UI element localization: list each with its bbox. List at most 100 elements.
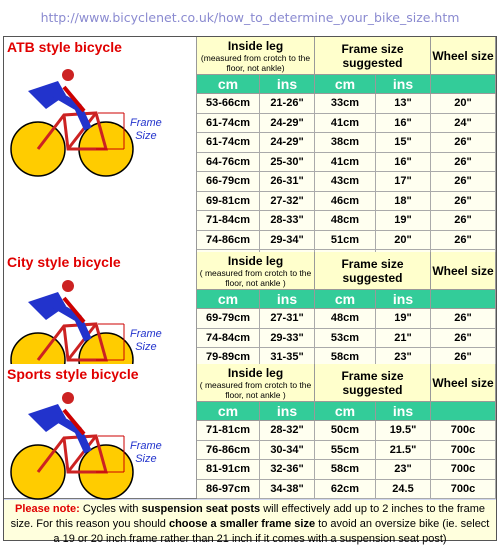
table-cell: 74-84cm [197,328,260,348]
table-cell: 28-32" [260,421,315,441]
table-cell: 53cm [315,328,376,348]
unit-header-cell: ins [260,75,315,94]
header-inside-leg-label: Inside leg [227,38,284,53]
table-cell: 34-38" [260,479,315,499]
bike-illustration-panel: ATB style bicycle Frame Size [4,37,197,269]
table-cell: 74-86cm [197,230,260,250]
frame-label-line2: Size [135,341,157,353]
table-cell: 50cm [315,421,376,441]
header-wheel-size: Wheel size [431,37,496,75]
table-cell: 46cm [315,191,376,211]
table-cell: 79-89cm [197,348,260,368]
table-cell: 16" [376,113,431,133]
page-url[interactable]: http://www.bicyclenet.co.uk/how_to_deter… [40,10,460,25]
table-cell: 61-74cm [197,133,260,153]
note-bold-2: choose a smaller frame size [168,518,316,530]
table-cell: 71-81cm [197,421,260,441]
table-cell: 24.5 [376,479,431,499]
section-title: Sports style bicycle [7,366,139,382]
table-cell: 58cm [315,460,376,480]
unit-header-cell: ins [260,402,315,421]
section-3: Sports style bicycle Frame Size Inside leg(… [4,364,496,500]
header-frame-size: Frame size suggested [315,37,431,75]
table-cell: 21-26" [260,94,315,114]
table-cell: 24" [431,113,496,133]
table-cell: 69-79cm [197,309,260,329]
unit-header-cell [431,402,496,421]
table-cell: 62cm [315,479,376,499]
table-cell: 71-84cm [197,211,260,231]
table-cell: 700c [431,460,496,480]
table-cell: 27-32" [260,191,315,211]
unit-header-cell [431,290,496,309]
unit-header-cell: cm [315,75,376,94]
header-inside-leg: Inside leg( measured from crotch to the … [197,252,315,290]
table-cell: 66-79cm [197,172,260,192]
table-cell: 86-97cm [197,479,260,499]
table-cell: 41cm [315,152,376,172]
table-cell: 26" [431,328,496,348]
table-cell: 53-66cm [197,94,260,114]
table-cell: 20" [431,94,496,114]
table-cell: 64-76cm [197,152,260,172]
table-cell: 27-31" [260,309,315,329]
table-cell: 23" [376,460,431,480]
header-frame-size-label: Frame size suggested [341,41,404,70]
frame-label-line2: Size [135,453,157,465]
table-cell: 28-33" [260,211,315,231]
header-inside-leg-note: ( measured from crotch to the floor, not… [199,379,312,400]
table-cell: 23" [376,348,431,368]
table-cell: 48cm [315,211,376,231]
table-cell: 55cm [315,440,376,460]
note-text-3: to avoid an oversize bike (ie. select a … [53,518,490,545]
table-cell: 700c [431,421,496,441]
table-cell: 61-74cm [197,113,260,133]
bicycle-rider-illustration [10,392,134,500]
table-cell: 25-30" [260,152,315,172]
table-cell: 20" [376,230,431,250]
table-cell: 24-29" [260,113,315,133]
table-cell: 26" [431,191,496,211]
table-cell: 24-29" [260,133,315,153]
header-frame-size: Frame size suggested [315,252,431,290]
bike-illustration-panel: City style bicycle Frame Size [4,252,197,388]
header-wheel-size-label: Wheel size [432,263,494,278]
table-cell: 30-34" [260,440,315,460]
unit-header-cell: cm [315,402,376,421]
table-cell: 48cm [315,309,376,329]
table-cell: 26" [431,230,496,250]
table-cell: 19.5" [376,421,431,441]
unit-header-cell: cm [197,402,260,421]
table-cell: 13" [376,94,431,114]
table-cell: 26-31" [260,172,315,192]
section-2: City style bicycle Frame Size Inside leg( m… [4,252,496,388]
section-title: City style bicycle [7,254,121,270]
unit-header-cell: cm [197,290,260,309]
section-title: ATB style bicycle [7,39,122,55]
note-text-2: will effectively add up to 2 inches to t… [10,503,485,530]
unit-header-cell: ins [376,290,431,309]
header-inside-leg: Inside leg( measured from crotch to the … [197,364,315,402]
frame-size-label: Frame Size [130,117,162,143]
table-cell: 19" [376,309,431,329]
table-cell: 700c [431,479,496,499]
frame-size-label: Frame Size [130,440,162,466]
unit-header-cell [431,75,496,94]
unit-header-cell: ins [376,75,431,94]
table-cell: 38cm [315,133,376,153]
table-cell: 19" [376,211,431,231]
unit-header-cell: ins [260,290,315,309]
table-cell: 700c [431,440,496,460]
table-cell: 26" [431,211,496,231]
frame-size-label: Frame Size [130,328,162,354]
table-cell: 26" [431,309,496,329]
header-inside-leg-note: ( measured from crotch to the floor, not… [199,267,312,288]
note-text-1: Cycles with [79,503,142,515]
table-cell: 43cm [315,172,376,192]
table-cell: 41cm [315,113,376,133]
frame-label-line1: Frame [130,117,162,129]
frame-label-line2: Size [135,130,157,142]
section-1: ATB style bicycle Frame Size Inside leg (mea… [4,37,496,270]
table-cell: 29-33" [260,328,315,348]
table-cell: 16" [376,152,431,172]
